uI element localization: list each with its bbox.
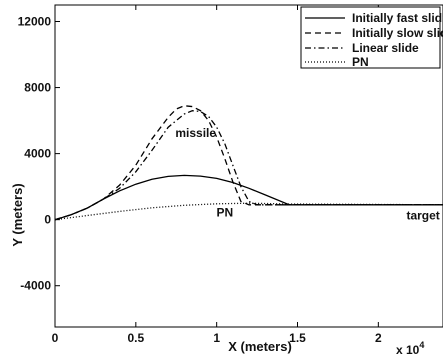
x-tick-label: 1.5: [289, 331, 306, 345]
series-line-linear-slide: [54, 110, 443, 221]
series-line-fast-slide: [54, 174, 443, 221]
legend-label-slow: Initially slow slide: [352, 26, 443, 40]
y-axis-label: Y (meters): [10, 183, 25, 246]
y-tick-label: -4000: [20, 279, 51, 293]
series-line-pn: [54, 202, 443, 221]
x-tick-label: 0: [52, 331, 59, 345]
legend-label-linear: Linear slide: [352, 41, 419, 55]
legend-label-pn: PN: [352, 55, 369, 69]
series-line-slow-slide: [54, 105, 443, 221]
axis-ticks: 0 0.5 1 1.5 2 -4000 0 4000 8000 12000: [18, 5, 382, 345]
y-tick-label: 8000: [24, 81, 51, 95]
x-axis-multiplier-power: 4: [419, 340, 424, 350]
legend-box: [300, 6, 441, 69]
x-axis-label: X (meters): [228, 339, 292, 354]
annotation-missile: missile: [175, 126, 216, 140]
x-axis-multiplier: x 104: [396, 340, 424, 357]
y-tick-label: 0: [44, 213, 51, 227]
x-tick-label: 2: [375, 331, 382, 345]
annotation-pn: PN: [216, 205, 233, 219]
series-lines: [54, 105, 443, 221]
y-tick-label: 12000: [18, 15, 52, 29]
x-tick-label: 1: [213, 331, 220, 345]
legend-label-fast: Initially fast slide: [352, 11, 443, 25]
x-tick-label: 0.5: [127, 331, 144, 345]
y-tick-label: 4000: [24, 147, 51, 161]
legend: Initially fast slide Initially slow slid…: [300, 6, 443, 69]
annotation-target: target: [406, 209, 439, 223]
plot-area-frame: [54, 4, 443, 328]
x-axis-multiplier-base: x 10: [396, 343, 420, 357]
